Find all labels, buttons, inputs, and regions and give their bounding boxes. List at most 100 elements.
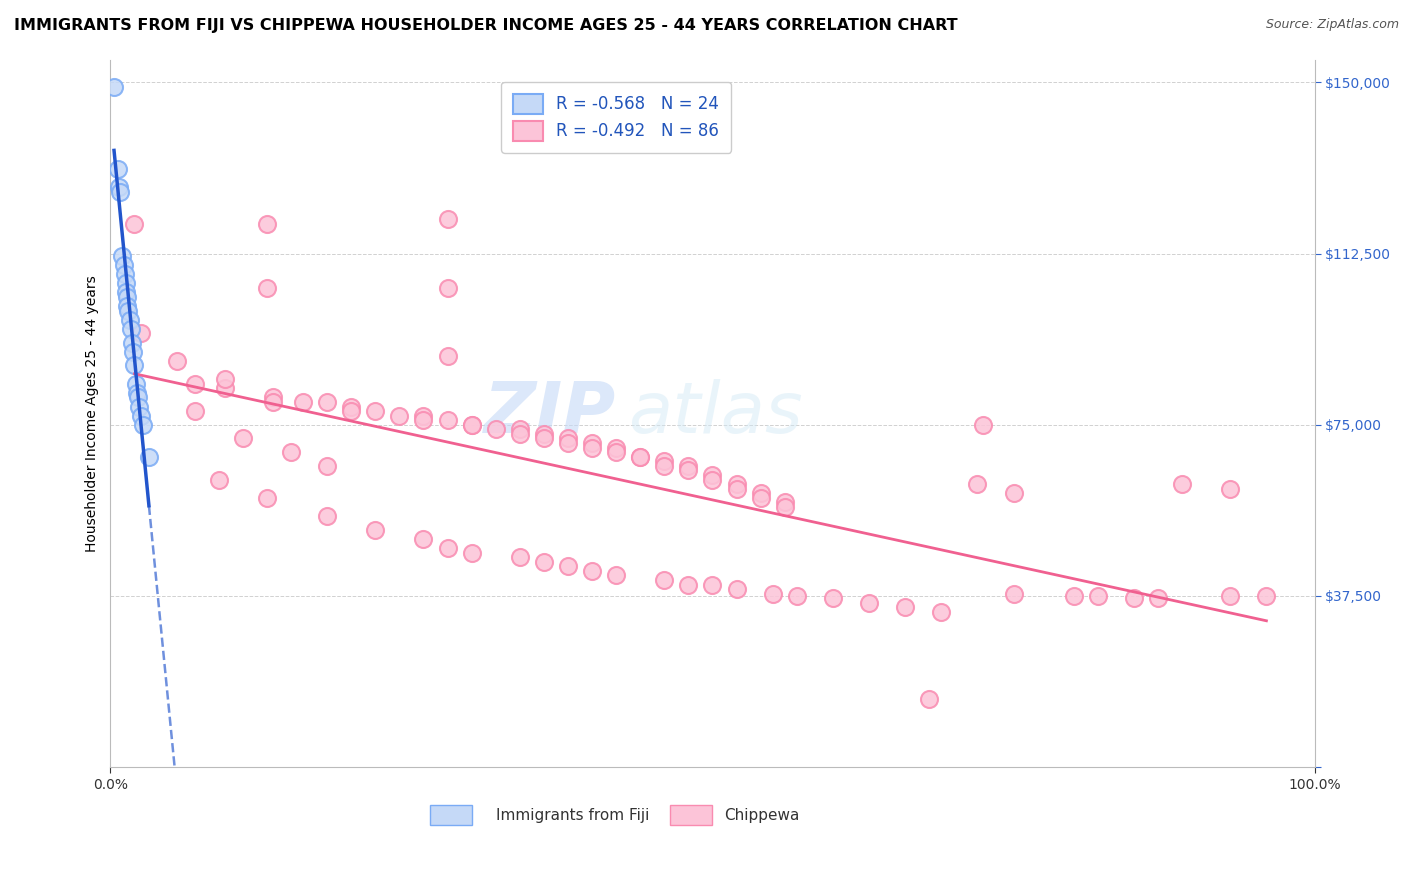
Point xyxy=(509,422,531,436)
Point xyxy=(412,413,434,427)
Point xyxy=(120,322,142,336)
Point xyxy=(436,413,458,427)
Point xyxy=(966,477,988,491)
Point xyxy=(124,359,146,373)
Point xyxy=(256,281,278,295)
Point xyxy=(821,591,844,606)
Point xyxy=(107,162,129,177)
Point xyxy=(125,376,148,391)
Point xyxy=(972,417,994,432)
Point xyxy=(533,432,555,446)
Point xyxy=(316,509,339,524)
Point xyxy=(1147,591,1170,606)
Point xyxy=(364,523,387,537)
Point xyxy=(316,458,339,473)
Text: Immigrants from Fiji: Immigrants from Fiji xyxy=(496,808,650,822)
Point xyxy=(364,404,387,418)
Point xyxy=(214,381,236,395)
Point xyxy=(702,473,724,487)
Point xyxy=(108,185,131,199)
Point xyxy=(436,349,458,363)
Point xyxy=(1002,587,1025,601)
Point xyxy=(115,285,138,300)
Point xyxy=(208,473,231,487)
Point xyxy=(117,290,139,304)
Point xyxy=(115,277,138,291)
Point xyxy=(1087,589,1109,603)
Legend: R = -0.568   N = 24, R = -0.492   N = 86: R = -0.568 N = 24, R = -0.492 N = 86 xyxy=(502,82,731,153)
Point xyxy=(436,281,458,295)
Point xyxy=(460,546,482,560)
Point xyxy=(628,450,651,464)
Point xyxy=(460,417,482,432)
Point xyxy=(128,400,150,414)
Point xyxy=(894,600,917,615)
Point xyxy=(678,463,700,477)
Point xyxy=(533,426,555,441)
Point xyxy=(762,587,785,601)
Point xyxy=(605,568,627,582)
Point xyxy=(858,596,880,610)
Point xyxy=(436,212,458,227)
Text: Chippewa: Chippewa xyxy=(724,808,800,822)
Point xyxy=(214,372,236,386)
Point xyxy=(678,577,700,591)
Point xyxy=(773,500,796,514)
Point xyxy=(118,313,141,327)
Point xyxy=(166,354,188,368)
Point xyxy=(127,391,149,405)
Point xyxy=(749,491,772,505)
Text: Source: ZipAtlas.com: Source: ZipAtlas.com xyxy=(1265,18,1399,31)
Point xyxy=(1256,589,1278,603)
Point xyxy=(652,454,675,468)
Point xyxy=(121,335,143,350)
Text: atlas: atlas xyxy=(628,379,803,448)
Point xyxy=(581,436,603,450)
Point xyxy=(232,432,254,446)
Point xyxy=(1063,589,1085,603)
Text: IMMIGRANTS FROM FIJI VS CHIPPEWA HOUSEHOLDER INCOME AGES 25 - 44 YEARS CORRELATI: IMMIGRANTS FROM FIJI VS CHIPPEWA HOUSEHO… xyxy=(14,18,957,33)
Point xyxy=(557,432,579,446)
Point xyxy=(1123,591,1146,606)
Point xyxy=(581,441,603,455)
Point xyxy=(280,445,302,459)
Point xyxy=(460,417,482,432)
Point xyxy=(678,458,700,473)
Point xyxy=(138,450,160,464)
Point xyxy=(262,391,284,405)
Point xyxy=(557,559,579,574)
Point xyxy=(388,409,411,423)
Point xyxy=(103,80,125,95)
Point xyxy=(122,344,145,359)
Point xyxy=(1171,477,1194,491)
Point xyxy=(340,400,363,414)
Point xyxy=(702,577,724,591)
Point xyxy=(725,482,748,496)
Point xyxy=(117,299,139,313)
Point xyxy=(292,395,315,409)
Point xyxy=(183,404,205,418)
Point xyxy=(262,395,284,409)
Point xyxy=(125,385,148,400)
Point xyxy=(652,458,675,473)
Point xyxy=(1219,482,1241,496)
Point xyxy=(117,303,139,318)
Point xyxy=(918,691,941,706)
Point xyxy=(111,249,134,263)
Point xyxy=(485,422,508,436)
Point xyxy=(114,267,136,281)
Point xyxy=(436,541,458,555)
Point xyxy=(412,409,434,423)
Point xyxy=(129,409,152,423)
Point xyxy=(533,555,555,569)
Point xyxy=(108,180,131,194)
Point xyxy=(581,564,603,578)
Point xyxy=(749,486,772,500)
Point xyxy=(605,441,627,455)
Point xyxy=(929,605,952,619)
FancyBboxPatch shape xyxy=(671,805,713,825)
Point xyxy=(1002,486,1025,500)
Point xyxy=(183,376,205,391)
Point xyxy=(557,436,579,450)
Y-axis label: Householder Income Ages 25 - 44 years: Householder Income Ages 25 - 44 years xyxy=(86,275,100,552)
